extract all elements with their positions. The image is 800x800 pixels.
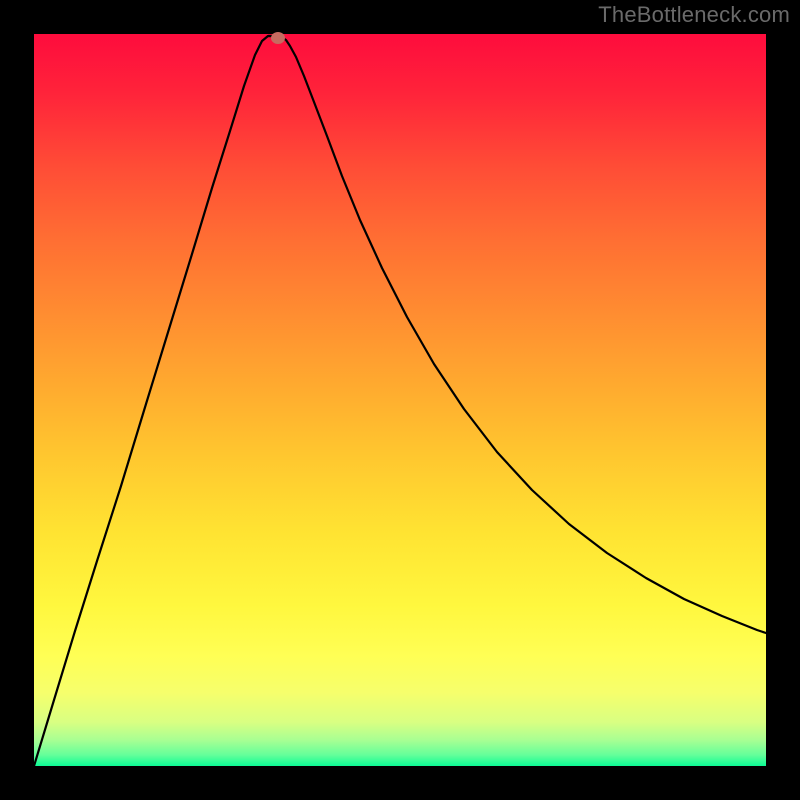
watermark-label: TheBottleneck.com bbox=[598, 2, 790, 28]
optimal-marker bbox=[271, 32, 285, 44]
plot-background bbox=[34, 34, 766, 766]
chart-container: TheBottleneck.com bbox=[0, 0, 800, 800]
bottleneck-chart bbox=[0, 0, 800, 800]
